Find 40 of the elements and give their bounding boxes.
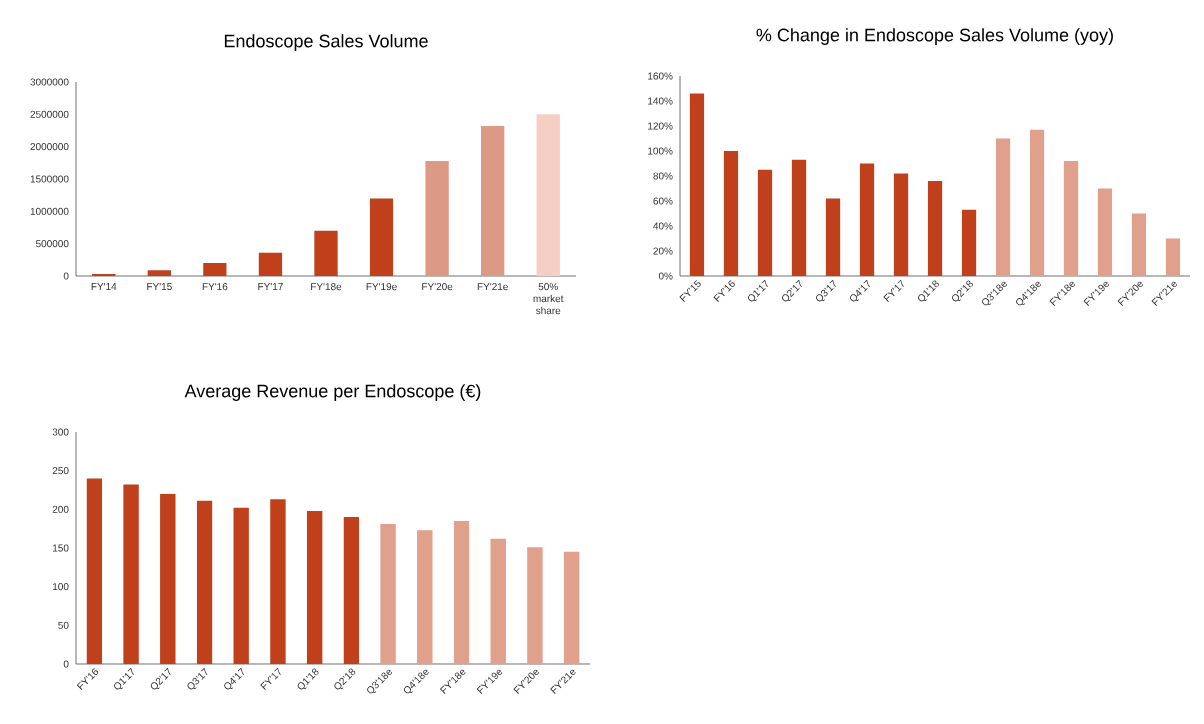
bar <box>689 93 705 276</box>
bar <box>536 114 560 276</box>
bar <box>1063 161 1079 276</box>
bar <box>825 198 841 276</box>
bar <box>757 169 773 276</box>
bar <box>160 493 176 664</box>
bar <box>480 125 505 276</box>
bar <box>196 500 213 664</box>
bar <box>270 499 286 664</box>
bar <box>453 520 470 664</box>
chart-title: % Change in Endoscope Sales Volume (yoy) <box>756 28 1113 45</box>
bar <box>791 159 807 276</box>
bar <box>86 478 103 664</box>
bar <box>1131 213 1147 276</box>
bar <box>369 198 394 276</box>
bar <box>233 507 249 664</box>
bar <box>1029 129 1045 276</box>
bar <box>490 538 506 664</box>
bar <box>961 209 977 276</box>
bar <box>147 270 172 276</box>
bar <box>203 263 227 276</box>
bar <box>425 160 449 276</box>
bar <box>306 510 323 664</box>
bar <box>995 138 1011 276</box>
bar <box>343 517 360 664</box>
bar <box>258 252 283 276</box>
bar <box>314 230 338 276</box>
bar <box>859 163 875 276</box>
chart-title: Endoscope Sales Volume <box>224 34 428 51</box>
bar <box>123 484 139 664</box>
bar <box>927 181 943 276</box>
bar <box>563 551 580 664</box>
bar <box>1097 188 1113 276</box>
chart-title: Average Revenue per Endoscope (€) <box>184 384 481 401</box>
bar <box>380 524 396 664</box>
bar <box>723 150 739 276</box>
bar <box>417 530 433 664</box>
bar <box>1165 238 1181 276</box>
bar <box>527 547 543 664</box>
bar <box>893 173 909 276</box>
